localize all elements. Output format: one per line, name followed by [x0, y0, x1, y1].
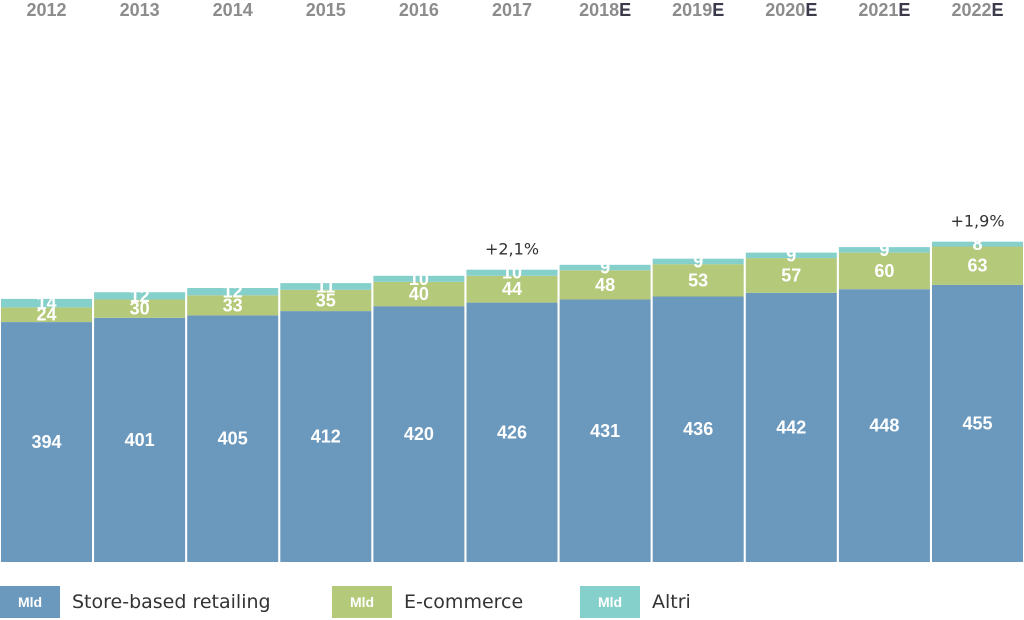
value-label-altri-2016: 10 — [409, 269, 429, 289]
legend-item-store: Mld Store-based retailing — [0, 586, 271, 618]
bar-segment-store-2017 — [466, 302, 558, 562]
value-label-store-2014: 405 — [218, 429, 248, 449]
value-label-altri-2020: 9 — [786, 245, 796, 265]
bar-segment-altri-2020 — [745, 252, 837, 259]
bar-segment-store-2015 — [280, 311, 372, 562]
bar-segment-ecom-2018 — [559, 270, 651, 300]
value-label-store-2015: 412 — [311, 427, 341, 447]
value-label-altri-2019: 9 — [693, 252, 703, 272]
year-label-2017: 2017 — [492, 0, 532, 20]
legend: Mld Store-based retailing Mld E-commerce… — [0, 586, 1024, 620]
year-label-2014: 2014 — [213, 0, 253, 20]
value-label-altri-2012: 14 — [36, 293, 56, 313]
bar-segment-altri-2019 — [652, 258, 744, 265]
bar-segment-store-2012 — [1, 322, 92, 562]
value-label-ecom-2013: 30 — [130, 299, 150, 319]
bar-segment-store-2016 — [373, 306, 465, 562]
value-label-store-2016: 420 — [404, 424, 434, 444]
legend-label-ecommerce: E-commerce — [404, 591, 524, 613]
growth-annotation-1: +2,1% — [485, 240, 539, 259]
value-label-ecom-2021: 60 — [874, 261, 894, 281]
bar-segment-ecom-2017 — [466, 275, 558, 303]
bar-segment-altri-2012 — [1, 298, 92, 308]
value-label-store-2022: 455 — [962, 414, 992, 434]
value-label-store-2013: 401 — [125, 430, 155, 450]
bar-segment-altri-2014 — [187, 288, 279, 296]
stacked-bar-chart: 3942414201240130122013405331220144123511… — [1, 0, 1023, 562]
bar-segment-ecom-2014 — [187, 295, 279, 316]
bar-segment-altri-2021 — [838, 247, 930, 253]
bar-segment-altri-2013 — [94, 292, 186, 300]
value-label-store-2019: 436 — [683, 419, 713, 439]
value-label-ecom-2016: 40 — [409, 284, 429, 304]
bar-segment-ecom-2020 — [745, 258, 837, 293]
year-label-2021: 2021E — [858, 0, 910, 20]
value-label-ecom-2015: 35 — [316, 290, 336, 310]
legend-item-altri: Mld Altri — [580, 586, 691, 618]
year-label-2015: 2015 — [306, 0, 346, 20]
bar-segment-altri-2017 — [466, 269, 558, 276]
value-label-altri-2021: 9 — [879, 240, 889, 260]
bar-segment-store-2018 — [559, 299, 651, 562]
year-label-2022: 2022E — [951, 0, 1003, 20]
value-label-altri-2022: 8 — [972, 234, 982, 254]
year-label-2012: 2012 — [26, 0, 66, 20]
growth-annotation-2: +1,9% — [950, 212, 1004, 231]
bar-segment-altri-2018 — [559, 264, 651, 271]
year-label-2020: 2020E — [765, 0, 817, 20]
value-label-ecom-2012: 24 — [36, 305, 56, 325]
bar-segment-ecom-2012 — [1, 307, 92, 322]
bar-segment-altri-2015 — [280, 283, 372, 290]
legend-swatch-store: Mld — [0, 586, 60, 618]
bar-segment-altri-2016 — [373, 275, 465, 282]
value-label-altri-2015: 11 — [316, 276, 335, 296]
value-label-altri-2014: 12 — [223, 282, 243, 302]
value-label-ecom-2022: 63 — [967, 256, 987, 276]
bar-segment-ecom-2022 — [932, 246, 1023, 285]
value-label-store-2012: 394 — [31, 432, 61, 452]
value-label-store-2020: 442 — [776, 417, 806, 437]
legend-label-altri: Altri — [652, 591, 691, 613]
bar-segment-store-2021 — [838, 289, 930, 562]
year-label-2013: 2013 — [120, 0, 160, 20]
legend-label-store: Store-based retailing — [72, 591, 271, 613]
year-label-2018: 2018E — [579, 0, 631, 20]
value-label-altri-2013: 12 — [130, 286, 150, 306]
bar-segment-store-2013 — [94, 317, 186, 562]
value-label-ecom-2018: 48 — [595, 275, 615, 295]
value-label-store-2021: 448 — [869, 416, 899, 436]
bar-segment-altri-2022 — [932, 241, 1023, 247]
bar-segment-ecom-2019 — [652, 264, 744, 297]
bar-segment-ecom-2013 — [94, 299, 186, 318]
year-label-2019: 2019E — [672, 0, 724, 20]
value-label-store-2018: 431 — [590, 421, 620, 441]
bar-segment-store-2020 — [745, 292, 837, 562]
bar-segment-ecom-2021 — [838, 252, 930, 290]
bar-segment-ecom-2015 — [280, 289, 372, 312]
value-label-ecom-2020: 57 — [781, 266, 801, 286]
legend-item-ecommerce: Mld E-commerce — [332, 586, 523, 618]
bar-segment-store-2022 — [932, 284, 1023, 562]
bar-segment-ecom-2016 — [373, 281, 465, 307]
bar-segment-store-2014 — [187, 315, 279, 562]
value-label-store-2017: 426 — [497, 422, 527, 442]
value-label-altri-2018: 9 — [600, 258, 610, 278]
value-label-altri-2017: 10 — [502, 263, 522, 283]
legend-swatch-ecommerce: Mld — [332, 586, 392, 618]
value-label-ecom-2017: 44 — [502, 279, 522, 299]
value-label-ecom-2014: 33 — [223, 295, 243, 315]
year-label-2016: 2016 — [399, 0, 439, 20]
legend-swatch-altri: Mld — [580, 586, 640, 618]
bar-segment-store-2019 — [652, 296, 744, 562]
value-label-ecom-2019: 53 — [688, 270, 708, 290]
